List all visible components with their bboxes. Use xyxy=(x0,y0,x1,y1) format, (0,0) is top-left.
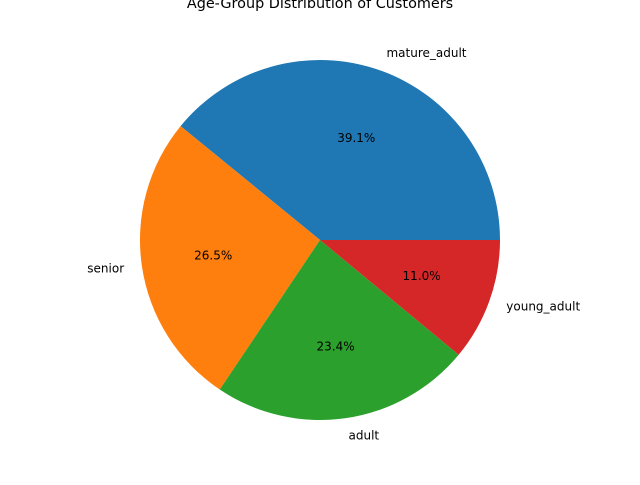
pct-label-senior: 26.5% xyxy=(194,248,232,262)
pie-labels: mature_adult 39.1% senior 26.5% adult 23.4% yo… xyxy=(87,46,580,442)
chart-title: Age-Group Distribution of Customers xyxy=(187,0,453,12)
pie-slices xyxy=(139,60,500,421)
pie-slice-adult xyxy=(219,240,459,421)
slice-label-adult: adult xyxy=(349,428,380,442)
slice-label-mature-adult: mature_adult xyxy=(386,46,466,60)
pie-slice-senior xyxy=(139,126,320,390)
slice-label-senior: senior xyxy=(87,262,124,276)
slice-label-young-adult: young_adult xyxy=(506,300,580,314)
pie-slice-mature-adult xyxy=(180,60,500,240)
pct-label-mature-adult: 39.1% xyxy=(337,131,375,145)
pct-label-adult: 23.4% xyxy=(316,339,354,353)
pct-label-young-adult: 11.0% xyxy=(403,269,441,283)
pie-slice-young-adult xyxy=(320,240,500,355)
